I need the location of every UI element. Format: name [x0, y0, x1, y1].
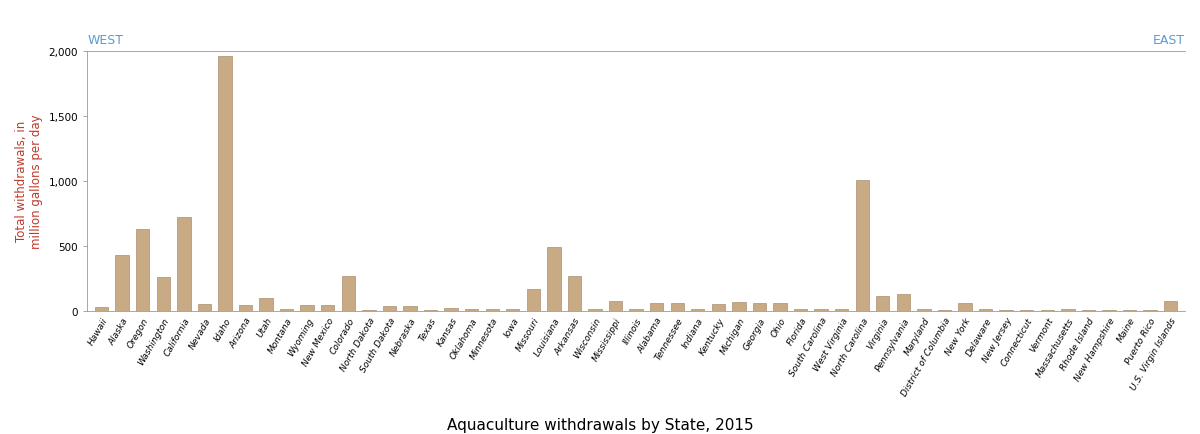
Bar — [1081, 310, 1096, 311]
Bar — [917, 309, 930, 311]
Bar — [547, 247, 560, 311]
Bar — [835, 309, 848, 311]
Bar — [1061, 309, 1074, 311]
Bar — [156, 277, 170, 311]
Bar — [1164, 301, 1177, 311]
Bar — [218, 57, 232, 311]
Bar — [424, 310, 437, 311]
Bar — [259, 298, 272, 311]
Bar — [300, 306, 314, 311]
Bar — [630, 309, 643, 311]
Bar — [403, 306, 416, 311]
Bar — [322, 306, 335, 311]
Bar — [876, 296, 889, 311]
Bar — [280, 309, 293, 311]
Bar — [959, 304, 972, 311]
Text: WEST: WEST — [88, 34, 124, 47]
Bar — [506, 309, 520, 311]
Bar — [650, 304, 664, 311]
Bar — [588, 309, 601, 311]
Bar — [1020, 310, 1033, 311]
Bar — [856, 180, 869, 311]
Bar — [937, 310, 952, 311]
Bar — [1144, 310, 1157, 311]
Text: EAST: EAST — [1153, 34, 1186, 47]
Bar — [342, 276, 355, 311]
Bar — [794, 309, 808, 311]
Bar — [712, 304, 725, 311]
Bar — [691, 309, 704, 311]
Bar — [1000, 310, 1013, 311]
Bar — [773, 304, 787, 311]
Bar — [752, 303, 766, 311]
Bar — [979, 309, 992, 311]
Bar — [732, 302, 745, 311]
Bar — [383, 306, 396, 311]
Bar — [486, 309, 499, 311]
Bar — [1123, 310, 1136, 311]
Bar — [1103, 310, 1116, 311]
Bar — [608, 301, 623, 311]
Bar — [239, 305, 252, 311]
Bar — [671, 303, 684, 311]
Bar — [464, 309, 479, 311]
Bar — [815, 309, 828, 311]
Bar — [115, 255, 128, 311]
Y-axis label: Total withdrawals, in
million gallons per day: Total withdrawals, in million gallons pe… — [14, 114, 43, 249]
Bar — [198, 304, 211, 311]
Bar — [568, 276, 581, 311]
Bar — [362, 310, 376, 311]
Bar — [178, 218, 191, 311]
Bar — [527, 289, 540, 311]
Bar — [95, 307, 108, 311]
Bar — [1040, 310, 1054, 311]
Text: Aquaculture withdrawals by State, 2015: Aquaculture withdrawals by State, 2015 — [446, 417, 754, 432]
Bar — [896, 294, 910, 311]
Bar — [136, 229, 149, 311]
Bar — [444, 308, 457, 311]
